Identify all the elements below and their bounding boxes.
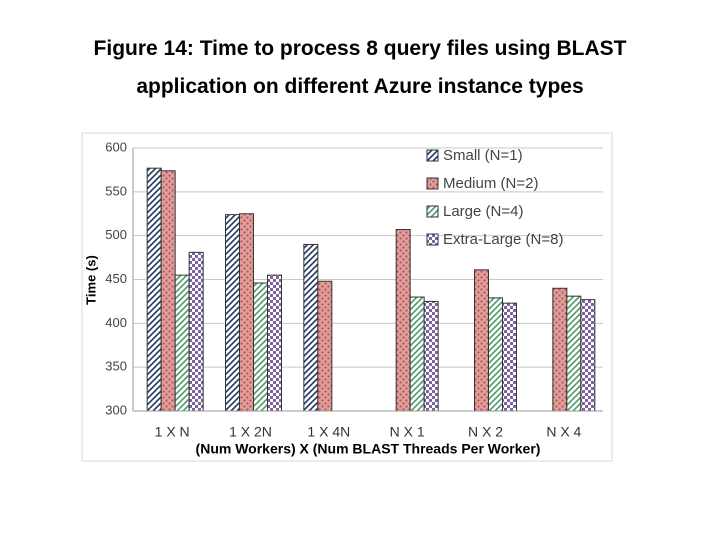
bar xyxy=(395,229,411,412)
legend-swatch xyxy=(426,205,439,218)
bar xyxy=(303,243,319,412)
bar xyxy=(423,300,439,412)
x-axis-title: (Num Workers) X (Num BLAST Threads Per W… xyxy=(196,441,541,457)
y-tick-label: 500 xyxy=(105,227,127,242)
x-tick-label: 1 X 2N xyxy=(229,424,272,440)
legend-swatch xyxy=(426,233,439,246)
y-tick-label: 600 xyxy=(105,139,127,154)
y-tick-label: 350 xyxy=(105,359,127,374)
bar xyxy=(188,251,204,412)
y-tick-label: 400 xyxy=(105,315,127,330)
x-tick-label: N X 1 xyxy=(390,424,425,440)
bar xyxy=(502,302,517,412)
legend-label: Medium (N=2) xyxy=(443,175,538,192)
bar xyxy=(225,214,240,412)
legend-label: Large (N=4) xyxy=(443,203,523,220)
x-tick-label: N X 2 xyxy=(468,424,503,440)
y-tick-label: 450 xyxy=(105,271,127,286)
bar xyxy=(267,274,282,412)
legend-swatch xyxy=(426,177,439,190)
y-tick-label: 550 xyxy=(105,183,127,198)
x-tick-label: 1 X N xyxy=(155,424,190,440)
bar xyxy=(174,274,190,412)
bar xyxy=(474,269,489,412)
bar xyxy=(580,299,596,412)
y-axis-title: Time (s) xyxy=(83,255,98,305)
bar xyxy=(409,296,425,412)
x-tick-label: 1 X 4N xyxy=(307,424,350,440)
chart-title: Figure 14: Time to process 8 query files… xyxy=(93,37,627,98)
bar xyxy=(566,295,582,412)
legend-swatch xyxy=(426,149,439,162)
bar xyxy=(488,297,503,412)
bar xyxy=(160,170,176,412)
bar xyxy=(317,280,333,412)
chart-frame xyxy=(81,132,613,462)
bar xyxy=(146,167,162,412)
legend-label: Extra-Large (N=8) xyxy=(443,231,563,248)
x-tick-label: N X 4 xyxy=(546,424,581,440)
bar xyxy=(239,213,254,412)
y-tick-label: 300 xyxy=(105,402,127,417)
legend-label: Small (N=1) xyxy=(443,147,523,164)
bar xyxy=(253,282,268,412)
bar xyxy=(552,287,568,412)
